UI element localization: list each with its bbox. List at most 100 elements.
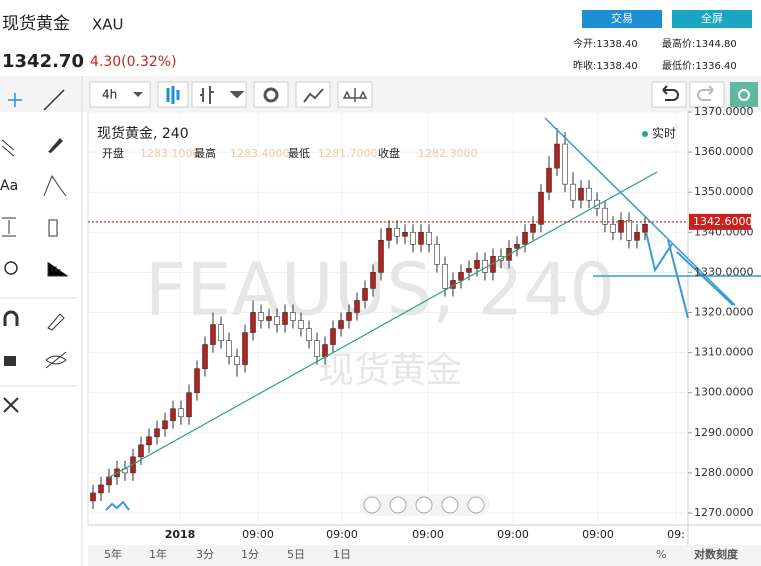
candle-body [266, 316, 272, 321]
candle-body [458, 272, 464, 281]
stat: 昨收:1338.40 [573, 59, 638, 72]
candle-body [98, 484, 104, 494]
candle-body [418, 231, 424, 245]
rect-icon[interactable] [48, 219, 58, 237]
y-tick-label: 1320.0000 [694, 305, 754, 318]
settings-button[interactable] [253, 81, 289, 108]
candle-body [322, 344, 328, 357]
study-icon [303, 88, 324, 103]
interval[interactable]: 4h [102, 88, 117, 102]
zoom-out[interactable] [389, 496, 407, 514]
fullscreen-button-label[interactable]: 全屏 [701, 11, 723, 25]
pattern-icon[interactable] [43, 174, 67, 197]
candle-body [330, 328, 336, 345]
logo [105, 500, 130, 511]
fib-icon[interactable] [1, 139, 15, 157]
zoom-in[interactable] [441, 496, 459, 514]
x-tick-label: 09:00 [326, 528, 358, 541]
stat: 最高价:1344.80 [662, 37, 737, 50]
gear-icon [263, 87, 279, 103]
lock-icon[interactable] [4, 356, 16, 366]
interval-select[interactable] [89, 81, 151, 108]
candle-body [530, 223, 536, 233]
snapshot-button[interactable] [730, 82, 758, 107]
trend-line[interactable] [107, 171, 658, 479]
measure-icon[interactable] [2, 217, 16, 237]
arrow-path[interactable] [645, 231, 734, 319]
period-button[interactable]: 5日 [287, 548, 305, 561]
scroll-right[interactable] [467, 496, 485, 514]
legend-label: 最高 [194, 146, 216, 160]
zoom-icon[interactable] [4, 261, 18, 275]
legend-value: 1282.3000 [418, 147, 478, 160]
trend-line[interactable] [544, 117, 736, 306]
candle-body [378, 240, 384, 273]
candle-body [290, 312, 296, 321]
last-price-label: 1342.6000 [693, 215, 753, 228]
trade-button[interactable] [582, 10, 662, 28]
period-button[interactable]: 3分 [196, 548, 214, 561]
period-button[interactable]: 1年 [149, 547, 167, 561]
candle-body [346, 312, 352, 321]
pencil-icon[interactable] [47, 313, 65, 331]
legend-value: 1281.7000 [318, 147, 378, 160]
legend-value: 1283.4000 [230, 147, 290, 160]
log-toggle[interactable]: 对数刻度 [694, 547, 739, 561]
line-icon[interactable] [43, 89, 65, 111]
legend-label: 开盘 [102, 146, 124, 160]
y-tick-label: 1330.0000 [694, 265, 754, 278]
x-tick-label: 09:00 [582, 528, 614, 541]
candle-body [570, 183, 576, 201]
candles [90, 128, 648, 509]
undo-icon [662, 85, 679, 101]
candle-body [618, 219, 624, 233]
footer-items: 5年 1年 3分 1分 5日 1日 [104, 547, 351, 561]
last-price-box [689, 213, 751, 230]
y-tick-label: 1310.0000 [694, 346, 754, 359]
reset[interactable] [415, 496, 433, 514]
left-toolbar [0, 112, 80, 566]
candle-body [338, 320, 344, 329]
candle-body [250, 312, 256, 333]
candle-body [642, 223, 648, 233]
trade-button-label[interactable]: 交易 [611, 11, 633, 25]
crosshair-icon[interactable] [8, 93, 22, 107]
period-button[interactable]: 1分 [241, 548, 259, 561]
magnet-icon[interactable] [3, 310, 19, 326]
fullscreen-button[interactable] [672, 10, 752, 28]
candle-body [234, 356, 240, 365]
undo-button[interactable] [651, 81, 687, 108]
brush-icon[interactable] [48, 138, 63, 153]
candle-body [258, 312, 264, 321]
percent-toggle[interactable]: % [656, 548, 666, 561]
watermark-sub: 现货黄金 [318, 350, 462, 391]
period-button[interactable]: 5年 [104, 547, 122, 561]
candle-body [474, 260, 480, 269]
candle-body [314, 340, 320, 357]
x-tick-label: 09:00 [242, 528, 274, 541]
period-button[interactable]: 1日 [333, 548, 351, 561]
redo-button[interactable] [689, 81, 725, 108]
candle-body [402, 231, 408, 237]
scroll-left[interactable] [363, 496, 381, 514]
candle-body [306, 328, 312, 341]
y-tick-label: 1300.0000 [694, 386, 754, 399]
x-tick-label: 2018 [165, 528, 196, 541]
stat: 今开:1338.40 [573, 37, 638, 50]
ruler-icon[interactable] [47, 262, 68, 277]
hide-icon[interactable] [45, 351, 67, 369]
study-button[interactable] [295, 81, 331, 108]
x-tick-label: 09: [667, 528, 685, 541]
text-tool[interactable]: Aa [0, 178, 18, 194]
legend-title: 现货黄金, 240 [97, 125, 189, 142]
legend-value: 1283.1000 [140, 147, 200, 160]
candle-body [370, 272, 376, 289]
redo-icon [697, 85, 714, 101]
dropdown-arrow [133, 92, 143, 97]
change: 4.30(0.32%) [90, 54, 177, 70]
remove-icon[interactable] [3, 397, 19, 413]
candle-body [354, 300, 360, 313]
candle-body [282, 312, 288, 325]
